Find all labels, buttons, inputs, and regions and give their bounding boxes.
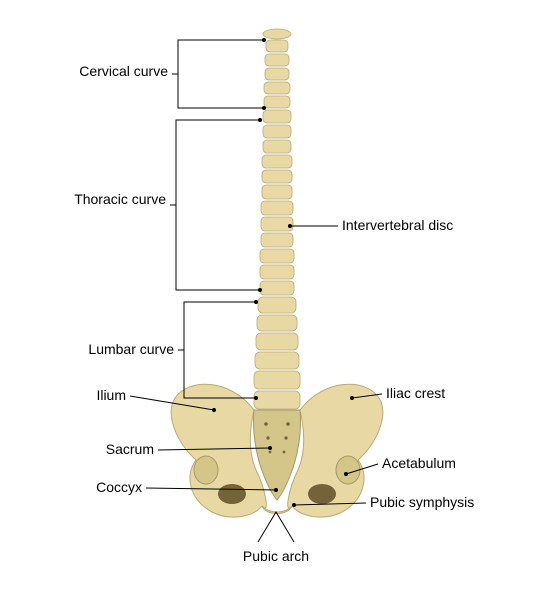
label-intervertebral-disc: Intervertebral disc bbox=[342, 217, 453, 233]
cervical-vertebrae bbox=[264, 40, 290, 108]
label-pubic-symphysis: Pubic symphysis bbox=[370, 494, 474, 510]
label-ilium: Ilium bbox=[96, 387, 126, 403]
leader-lines bbox=[130, 38, 382, 542]
pelvis bbox=[171, 384, 383, 517]
label-lumbar-curve: Lumbar curve bbox=[88, 341, 174, 357]
illustration bbox=[0, 0, 546, 600]
label-coccyx: Coccyx bbox=[96, 479, 142, 495]
label-acetabulum: Acetabulum bbox=[382, 455, 456, 471]
label-iliac-crest: Iliac crest bbox=[386, 385, 445, 401]
label-thoracic-curve: Thoracic curve bbox=[74, 191, 166, 207]
label-pubic-arch: Pubic arch bbox=[226, 548, 326, 564]
spine bbox=[254, 29, 300, 409]
diagram-stage: Cervical curve Thoracic curve Intervertebr… bbox=[0, 0, 546, 600]
label-cervical-curve: Cervical curve bbox=[79, 63, 168, 79]
label-sacrum: Sacrum bbox=[106, 441, 154, 457]
thoracic-vertebrae bbox=[260, 110, 294, 295]
lumbar-vertebrae bbox=[254, 297, 300, 409]
